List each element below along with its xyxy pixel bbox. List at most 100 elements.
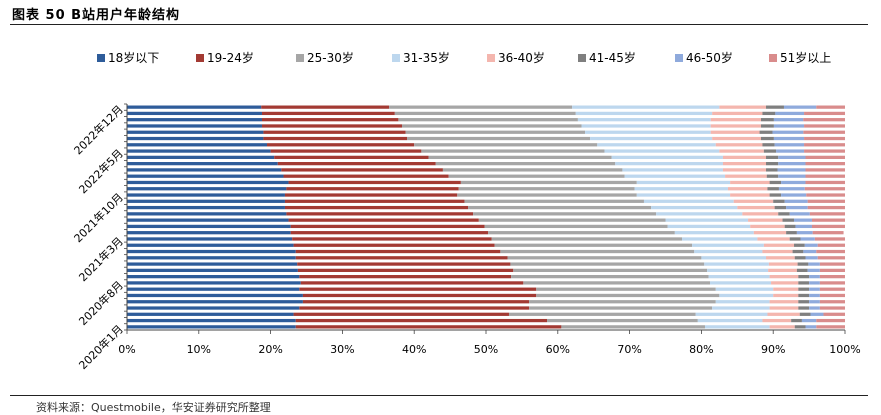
bar-2020-10-s2 [297, 268, 514, 272]
bar-2022-03-s4 [615, 162, 723, 166]
bar-2021-08-s8 [807, 205, 845, 210]
x-tick-label: 30% [330, 343, 354, 356]
bar-2022-09-s7 [773, 124, 805, 128]
y-tick-label: 2020年8月 [76, 278, 126, 328]
bar-2020-07-s1 [127, 287, 300, 291]
bar-2022-07-s5 [712, 136, 761, 141]
bar-2021-08-s1 [127, 205, 285, 210]
legend-swatch-3 [296, 54, 304, 62]
bar-2021-02-s8 [817, 243, 845, 247]
bar-2021-04-s6 [786, 231, 797, 235]
bar-2020-05-s3 [529, 300, 716, 304]
bar-2021-04-s8 [812, 231, 844, 235]
x-tick-label: 10% [187, 343, 211, 356]
bar-2022-12-s8 [816, 105, 845, 109]
bar-2022-11-s6 [762, 111, 776, 116]
bar-2021-11-s2 [286, 187, 459, 191]
bar-2021-07-s6 [778, 212, 790, 216]
bar-2020-10-s6 [796, 268, 808, 272]
bar-2021-05-s6 [784, 224, 796, 229]
legend-swatch-8 [769, 54, 777, 62]
bar-2020-05-s5 [769, 300, 799, 304]
bar-2021-12-s1 [127, 180, 289, 185]
bar-2021-08-s2 [284, 205, 469, 210]
bar-2020-04-s4 [712, 306, 770, 310]
source-note: 资料来源：Questmobile，华安证券研究所整理 [36, 401, 271, 414]
bar-2020-06-s6 [798, 293, 810, 298]
bar-2020-02-s3 [547, 318, 698, 323]
chart-title: 图表 50 B站用户年龄结构 [12, 8, 181, 23]
bar-2022-03-s8 [805, 162, 845, 166]
bar-2020-01-s4 [704, 325, 770, 329]
title-divider [10, 24, 868, 25]
bar-2021-02-s2 [293, 243, 495, 247]
bar-2022-01-s8 [805, 174, 845, 178]
bar-2022-10-s1 [127, 118, 262, 122]
bar-2021-07-s3 [473, 212, 657, 216]
bar-2021-11-s5 [727, 187, 768, 191]
legend-swatch-2 [196, 54, 204, 62]
bar-2022-07-s1 [127, 136, 264, 141]
bar-2022-06-s2 [267, 143, 415, 147]
bar-2020-01-s1 [127, 325, 296, 329]
bar-2021-02-s3 [494, 243, 693, 247]
bar-2021-02-s1 [127, 243, 294, 247]
bar-2020-06-s7 [809, 293, 820, 298]
bar-2021-02-s6 [794, 243, 805, 247]
bar-2022-05-s7 [776, 149, 805, 153]
bar-2020-12-s6 [794, 256, 806, 260]
bar-2020-07-s7 [809, 287, 820, 291]
bar-2021-06-s6 [782, 218, 795, 222]
x-tick-label: 50% [474, 343, 498, 356]
bar-2020-08-s5 [771, 281, 799, 285]
bar-2022-04-s7 [778, 155, 806, 159]
bar-2020-06-s4 [719, 293, 774, 298]
bar-2021-06-s2 [288, 218, 479, 222]
bar-2020-08-s2 [300, 281, 524, 285]
bar-2022-10-s6 [760, 118, 774, 122]
bar-2021-03-s3 [491, 237, 683, 241]
bar-2020-06-s3 [536, 293, 720, 298]
bar-2022-04-s3 [428, 155, 612, 159]
bar-2021-07-s2 [286, 212, 474, 216]
bar-2020-09-s7 [809, 275, 820, 279]
bar-2021-11-s3 [458, 187, 635, 191]
bar-2022-07-s8 [804, 136, 845, 141]
bar-2022-01-s5 [725, 174, 767, 178]
bar-2021-04-s7 [796, 231, 813, 235]
x-tick-label: 90% [761, 343, 785, 356]
bar-2021-01-s6 [792, 249, 804, 254]
bar-2021-10-s4 [636, 193, 731, 197]
bar-2022-02-s7 [777, 168, 806, 172]
bar-2020-05-s4 [715, 300, 770, 304]
bar-2021-02-s5 [763, 243, 795, 247]
bar-2022-09-s4 [581, 124, 711, 128]
bar-2022-08-s2 [263, 130, 406, 134]
bar-2020-12-s2 [295, 256, 508, 260]
bar-2021-04-s3 [488, 231, 675, 235]
bar-2022-02-s8 [805, 168, 845, 172]
bar-2020-02-s1 [127, 318, 296, 323]
bar-2021-05-s1 [127, 224, 291, 229]
bar-2022-10-s2 [261, 118, 399, 122]
bar-2022-08-s6 [759, 130, 773, 134]
bar-2021-05-s8 [811, 224, 845, 229]
bar-2020-05-s1 [127, 300, 303, 304]
bar-2021-02-s7 [804, 243, 818, 247]
bar-2021-07-s7 [789, 212, 810, 216]
bar-2021-08-s5 [737, 205, 775, 210]
bar-2020-12-s1 [127, 256, 296, 260]
bar-2020-04-s3 [529, 306, 713, 310]
legend-label-8: 51岁以上 [780, 50, 831, 65]
bar-2020-06-s8 [819, 293, 845, 298]
bar-2020-05-s2 [302, 300, 530, 304]
x-tick-label: 100% [829, 343, 860, 356]
bar-2020-09-s4 [708, 275, 770, 279]
bar-2020-05-s7 [809, 300, 820, 304]
bar-2022-01-s3 [448, 174, 625, 178]
bar-2020-11-s5 [768, 262, 798, 266]
bar-2020-11-s7 [808, 262, 820, 266]
bar-2022-12-s4 [572, 105, 720, 109]
bar-2020-12-s7 [805, 256, 818, 260]
bar-2020-10-s3 [513, 268, 708, 272]
